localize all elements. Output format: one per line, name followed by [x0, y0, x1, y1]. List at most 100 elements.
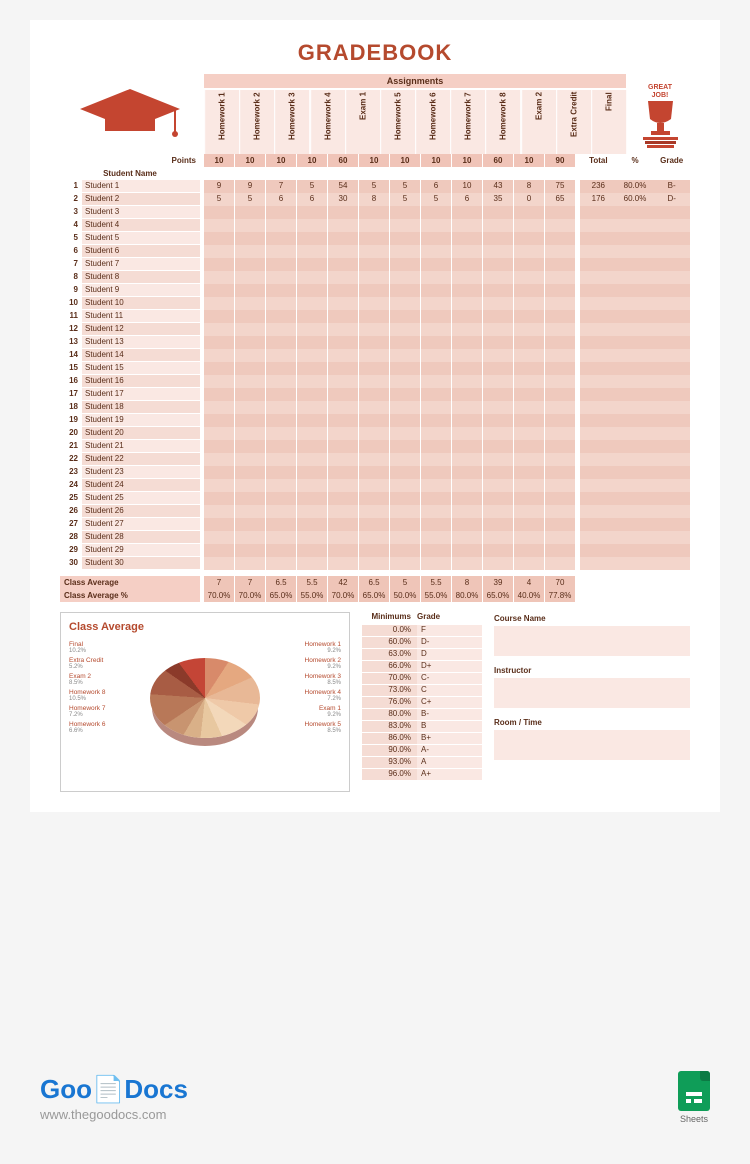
score-cell[interactable]: [266, 427, 297, 440]
score-cell[interactable]: [421, 492, 452, 505]
student-name-cell[interactable]: Student 11: [82, 310, 200, 323]
score-cell[interactable]: [514, 232, 545, 245]
score-cell[interactable]: [266, 323, 297, 336]
score-cell[interactable]: [483, 232, 514, 245]
score-cell[interactable]: 43: [483, 180, 514, 193]
score-cell[interactable]: [328, 284, 359, 297]
score-cell[interactable]: [204, 349, 235, 362]
score-cell[interactable]: [483, 453, 514, 466]
score-cell[interactable]: [514, 557, 545, 570]
score-cell[interactable]: [359, 362, 390, 375]
score-cell[interactable]: [390, 349, 421, 362]
score-cell[interactable]: [359, 232, 390, 245]
score-cell[interactable]: [483, 310, 514, 323]
score-cell[interactable]: [452, 349, 483, 362]
score-cell[interactable]: [235, 219, 266, 232]
score-cell[interactable]: [545, 440, 576, 453]
score-cell[interactable]: [204, 544, 235, 557]
score-cell[interactable]: [452, 323, 483, 336]
student-name-cell[interactable]: Student 29: [82, 544, 200, 557]
score-cell[interactable]: [359, 427, 390, 440]
score-cell[interactable]: [359, 206, 390, 219]
score-cell[interactable]: [204, 427, 235, 440]
student-name-cell[interactable]: Student 23: [82, 466, 200, 479]
score-cell[interactable]: [328, 245, 359, 258]
score-cell[interactable]: [421, 206, 452, 219]
score-cell[interactable]: [235, 453, 266, 466]
score-cell[interactable]: [421, 219, 452, 232]
score-cell[interactable]: [266, 401, 297, 414]
score-cell[interactable]: [266, 388, 297, 401]
score-cell[interactable]: [297, 518, 328, 531]
score-cell[interactable]: [390, 310, 421, 323]
score-cell[interactable]: [483, 401, 514, 414]
score-cell[interactable]: [421, 479, 452, 492]
score-cell[interactable]: [483, 440, 514, 453]
score-cell[interactable]: [452, 479, 483, 492]
score-cell[interactable]: 5: [235, 193, 266, 206]
score-cell[interactable]: [204, 440, 235, 453]
student-name-cell[interactable]: Student 10: [82, 297, 200, 310]
score-cell[interactable]: [235, 375, 266, 388]
score-cell[interactable]: [514, 310, 545, 323]
score-cell[interactable]: 5: [297, 180, 328, 193]
score-cell[interactable]: [390, 375, 421, 388]
score-cell[interactable]: [514, 440, 545, 453]
score-cell[interactable]: [328, 323, 359, 336]
score-cell[interactable]: [297, 414, 328, 427]
score-cell[interactable]: [235, 492, 266, 505]
score-cell[interactable]: [297, 388, 328, 401]
student-name-cell[interactable]: Student 16: [82, 375, 200, 388]
score-cell[interactable]: [452, 544, 483, 557]
score-cell[interactable]: [235, 271, 266, 284]
student-name-cell[interactable]: Student 17: [82, 388, 200, 401]
score-cell[interactable]: [390, 505, 421, 518]
score-cell[interactable]: [452, 219, 483, 232]
score-cell[interactable]: [421, 258, 452, 271]
score-cell[interactable]: [328, 518, 359, 531]
score-cell[interactable]: [204, 284, 235, 297]
score-cell[interactable]: [359, 284, 390, 297]
score-cell[interactable]: 5: [390, 193, 421, 206]
score-cell[interactable]: [359, 297, 390, 310]
score-cell[interactable]: [514, 492, 545, 505]
score-cell[interactable]: [204, 362, 235, 375]
score-cell[interactable]: [390, 206, 421, 219]
score-cell[interactable]: [483, 349, 514, 362]
score-cell[interactable]: [328, 505, 359, 518]
score-cell[interactable]: [421, 544, 452, 557]
score-cell[interactable]: [483, 297, 514, 310]
score-cell[interactable]: [204, 466, 235, 479]
score-cell[interactable]: [359, 440, 390, 453]
score-cell[interactable]: [514, 453, 545, 466]
score-cell[interactable]: [266, 492, 297, 505]
score-cell[interactable]: [297, 440, 328, 453]
student-name-cell[interactable]: Student 21: [82, 440, 200, 453]
score-cell[interactable]: [452, 401, 483, 414]
score-cell[interactable]: [514, 258, 545, 271]
score-cell[interactable]: [390, 388, 421, 401]
score-cell[interactable]: [204, 557, 235, 570]
score-cell[interactable]: [483, 206, 514, 219]
student-name-cell[interactable]: Student 8: [82, 271, 200, 284]
score-cell[interactable]: [452, 518, 483, 531]
score-cell[interactable]: [390, 427, 421, 440]
score-cell[interactable]: [545, 518, 576, 531]
score-cell[interactable]: [545, 466, 576, 479]
score-cell[interactable]: [452, 206, 483, 219]
score-cell[interactable]: [266, 453, 297, 466]
score-cell[interactable]: [204, 232, 235, 245]
score-cell[interactable]: [390, 245, 421, 258]
score-cell[interactable]: [545, 310, 576, 323]
score-cell[interactable]: [297, 206, 328, 219]
score-cell[interactable]: [545, 232, 576, 245]
score-cell[interactable]: 8: [514, 180, 545, 193]
score-cell[interactable]: [328, 362, 359, 375]
score-cell[interactable]: [421, 518, 452, 531]
score-cell[interactable]: [266, 375, 297, 388]
score-cell[interactable]: [204, 401, 235, 414]
score-cell[interactable]: [266, 479, 297, 492]
score-cell[interactable]: [545, 219, 576, 232]
score-cell[interactable]: [359, 453, 390, 466]
score-cell[interactable]: [297, 284, 328, 297]
